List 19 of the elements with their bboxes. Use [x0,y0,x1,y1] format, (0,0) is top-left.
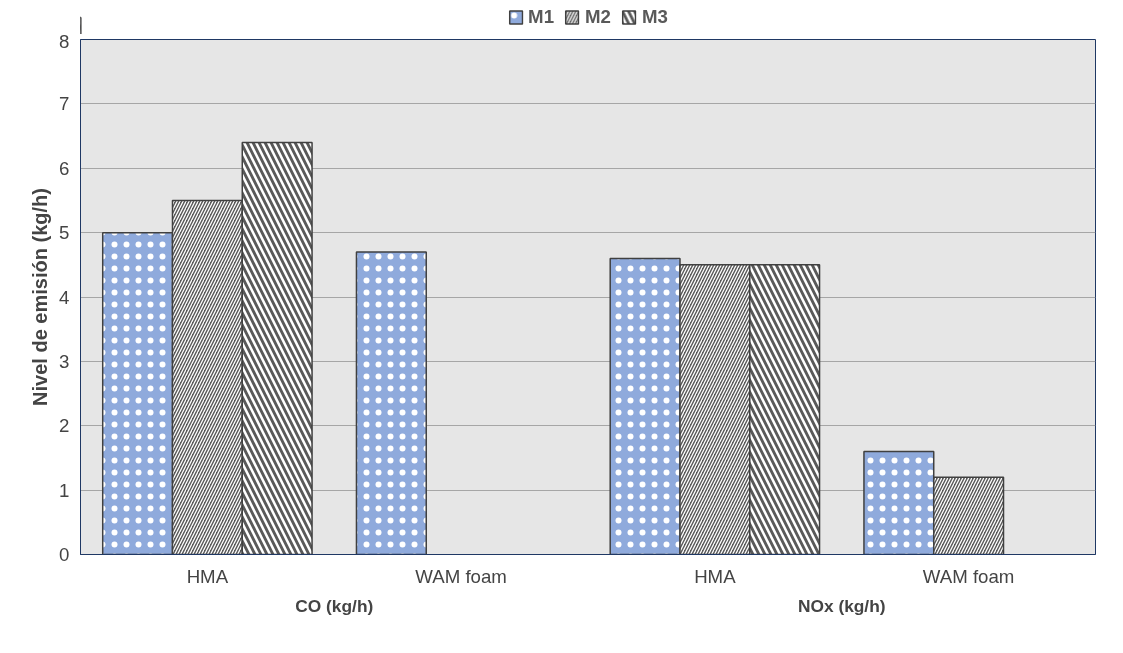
y-tick-label: 4 [59,286,70,308]
text: NOx (kg/h) [797,595,886,616]
legend-label: M2 [585,6,611,28]
y-tick-label: 7 [59,93,70,115]
y-tick-label: 8 [59,30,70,52]
x-tick-label: HMA [186,565,229,587]
x-tick-label: WAM foam [922,565,1015,587]
y-axis-title: Nivel de emisión (kg/h) [29,188,52,406]
legend-label: M1 [528,6,555,28]
x-tick-label: HMA [694,565,737,587]
y-tick-label: 2 [59,415,70,437]
legend-label: M3 [641,6,668,28]
text: CO (kg/h) [295,595,374,616]
y-tick-label: 3 [59,350,70,372]
y-tick-label: 6 [59,157,70,179]
y-tick-label: 1 [59,479,70,501]
y-tick-label: 5 [59,222,70,244]
x-tick-label: WAM foam [415,565,507,587]
y-tick-label: 0 [59,544,70,565]
